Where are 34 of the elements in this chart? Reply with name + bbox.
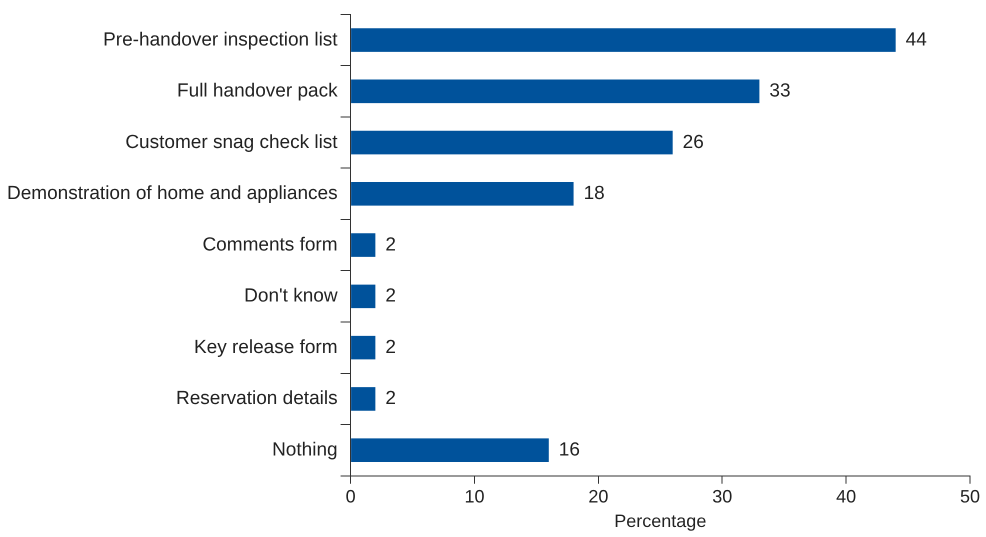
x-tick-label: 40 (836, 486, 856, 507)
data-label: 26 (682, 132, 704, 153)
x-axis-title: Percentage (614, 511, 706, 532)
y-tick-label: Reservation details (176, 388, 338, 410)
bar (351, 284, 376, 308)
data-label: 2 (385, 336, 396, 358)
data-label: 2 (385, 234, 396, 256)
y-tick-label: Full handover pack (177, 80, 338, 102)
y-tick-label: Key release form (194, 336, 338, 358)
data-label: 18 (584, 183, 605, 204)
bar (351, 233, 376, 257)
x-tick-label: 0 (346, 486, 356, 507)
x-tick-label: 50 (960, 486, 980, 507)
bar (351, 28, 896, 52)
x-tick-label: 10 (464, 486, 484, 507)
bar (351, 80, 760, 104)
y-tick-label: Pre-handover inspection list (103, 29, 338, 50)
data-label: 2 (385, 286, 396, 307)
data-label: 2 (385, 388, 396, 410)
data-label: 33 (769, 80, 791, 102)
bar (351, 336, 376, 360)
bar (351, 182, 574, 206)
bar (351, 387, 376, 411)
y-tick-label: Nothing (272, 439, 338, 460)
y-tick-label: Customer snag check list (125, 132, 338, 153)
bar (351, 438, 549, 462)
y-tick-label: Demonstration of home and appliances (6, 183, 338, 204)
y-tick-label: Comments form (202, 234, 338, 256)
x-tick-label: 20 (588, 486, 608, 507)
x-tick-label: 30 (712, 486, 732, 507)
y-tick-label: Don't know (244, 286, 338, 307)
bar (351, 130, 673, 154)
data-label: 44 (906, 29, 928, 50)
data-label: 16 (558, 439, 580, 460)
